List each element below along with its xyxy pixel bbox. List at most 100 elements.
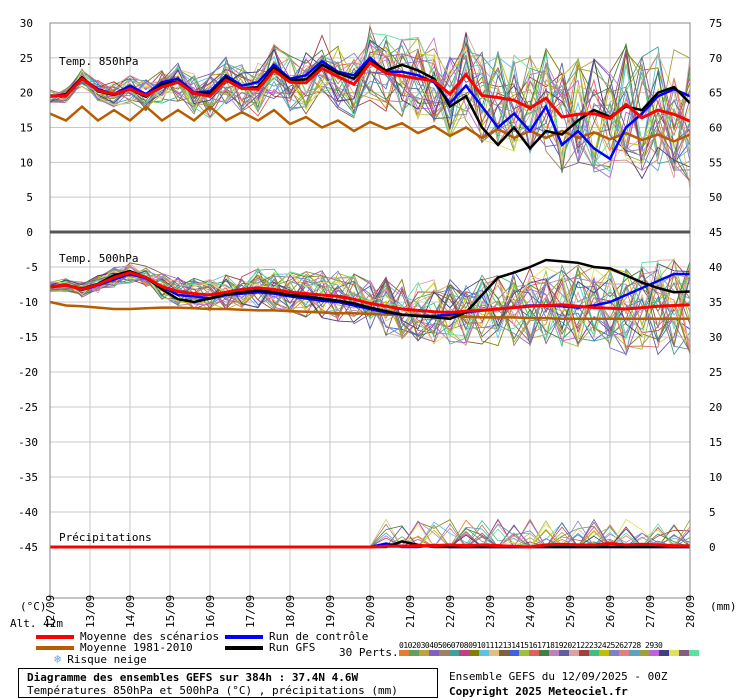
pert-color-swatch [689,650,699,656]
right-tick-label: 25 [709,366,722,379]
left-tick-label: -45 [18,541,38,554]
date-tick-label: 18/09 [284,595,297,628]
pert-color-swatch [599,650,609,656]
date-tick-label: 12/09 [44,595,57,628]
pert-line-850 [49,46,691,165]
right-tick-label: 60 [709,122,722,135]
date-tick-label: 21/09 [404,595,417,628]
date-tick-label: 16/09 [204,595,217,628]
right-tick-label: 10 [709,471,722,484]
pert-color-swatch [619,650,629,656]
left-tick-label: -20 [18,366,38,379]
left-tick-label: -25 [18,401,38,414]
pert-line-850 [49,32,691,180]
pert-color-swatch [649,650,659,656]
pert-line-850 [49,42,691,174]
pert-color-swatch [489,650,499,656]
pert-color-swatch [459,650,469,656]
date-tick-label: 24/09 [524,595,537,628]
right-tick-label: 0 [709,541,716,554]
date-tick-label: 22/09 [444,595,457,628]
pert-color-swatch [609,650,619,656]
right-tick-label: 45 [709,226,722,239]
left-tick-label: -10 [18,296,38,309]
pert-color-swatch [449,650,459,656]
legend-gfs-label: Run GFS [269,641,316,654]
left-axis-unit: (°C) [20,600,47,613]
left-tick-label: 15 [20,122,33,135]
right-tick-label: 70 [709,52,722,65]
pert-color-swatch [499,650,509,656]
right-tick-label: 40 [709,261,722,274]
left-tick-label: 0 [26,226,33,239]
footer-title: Diagramme des ensembles GEFS sur 384h : … [27,671,359,684]
series-line-500 [49,271,691,315]
legend-snow: ❄ Risque neige [54,652,147,666]
date-tick-label: 23/09 [484,595,497,628]
series-line-500 [49,300,690,321]
pert-color-swatch [659,650,669,656]
legend-mean-label: Moyenne des scénarios [80,630,220,643]
pert-color-swatch [579,650,589,656]
right-tick-label: 55 [709,156,722,169]
left-tick-label: 30 [20,17,33,30]
left-tick-label: -30 [18,436,38,449]
left-tick-label: 10 [20,156,33,169]
legend-perts-label: 30 Perts. [339,646,399,659]
right-tick-label: 35 [709,296,722,309]
date-tick-label: 20/09 [364,595,377,628]
footer-copyright: Copyright 2025 Meteociel.fr [449,685,628,698]
date-tick-label: 28/09 [684,595,697,628]
legend-mean: Moyenne des scénarios [36,630,219,643]
footer-subtitle: Températures 850hPa et 500hPa (°C) , pré… [27,684,398,697]
perts-color-swatches [399,650,699,656]
pert-color-swatch [469,650,479,656]
perts-number-row: 0102030405060708091011121314151617181920… [399,641,663,650]
legend-control: Run de contrôle [225,630,368,643]
left-tick-label: 20 [20,87,33,100]
panel-title-t850: Temp. 850hPa [59,55,138,68]
left-tick-label: -35 [18,471,38,484]
legend-climo: Moyenne 1981-2010 [36,641,193,654]
right-tick-label: 75 [709,17,722,30]
pert-color-swatch [639,650,649,656]
legend-control-label: Run de contrôle [269,630,369,643]
gfs-swatch [225,646,263,650]
series-line-850 [49,56,691,161]
axis-ticks: 30252015105075706560555045-5-10-15-20-25… [18,17,722,628]
left-tick-label: 5 [26,191,33,204]
pert-color-swatch [509,650,519,656]
pert-color-swatch [479,650,489,656]
date-tick-label: 26/09 [604,595,617,628]
right-tick-label: 5 [709,506,716,519]
pert-color-swatch [519,650,529,656]
control-swatch [225,635,263,639]
pert-line-500 [49,267,691,344]
pert-line-500 [49,266,691,347]
pert-color-swatch [549,650,559,656]
footer-title-box: Diagramme des ensembles GEFS sur 384h : … [18,668,438,698]
series-line-precip [50,541,691,549]
footer-run: Ensemble GEFS du 12/09/2025 - 00Z [449,670,668,683]
pert-color-swatch [589,650,599,656]
pert-color-swatch [529,650,539,656]
pert-color-swatch [439,650,449,656]
pert-color-swatch [679,650,689,656]
pert-line-500 [49,260,691,341]
left-tick-label: -40 [18,506,38,519]
series-line-850 [49,60,691,123]
main-series [49,56,691,549]
left-tick-label: 25 [20,52,33,65]
right-axis-unit: (mm) [710,600,737,613]
plot-frame [49,22,691,599]
pert-line-850 [49,46,691,156]
pert-color-swatch [419,650,429,656]
date-tick-label: 14/09 [124,595,137,628]
altitude-label: Alt. 42m [10,617,63,630]
right-tick-label: 30 [709,331,722,344]
pert-line-850 [49,47,691,171]
pert-line-500 [49,262,691,347]
pert-color-swatch [399,650,409,656]
climo-swatch [36,646,74,650]
